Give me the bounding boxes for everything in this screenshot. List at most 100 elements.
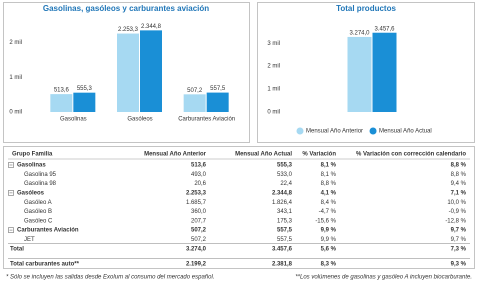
legend-marker bbox=[296, 127, 304, 135]
table-cell: 22,4 bbox=[280, 181, 292, 187]
table-cell: 8,8 % bbox=[321, 181, 337, 187]
table-cell: 8,1 % bbox=[321, 172, 337, 178]
table-cell: 8,8 % bbox=[451, 163, 467, 169]
table-cell: 20,6 bbox=[194, 181, 206, 187]
panel bbox=[3, 146, 475, 269]
bar bbox=[50, 94, 73, 112]
table-header: Mensual Año Actual bbox=[235, 152, 292, 158]
table-header: % Variación con corrección calendario bbox=[356, 152, 466, 158]
y-tick-label: 1 mil bbox=[9, 75, 22, 81]
legend-label: Mensual Año Actual bbox=[379, 129, 432, 135]
y-tick-label: 1 mil bbox=[267, 87, 280, 93]
table-cell: Gasolina 98 bbox=[24, 181, 57, 187]
table-cell: Gasolinas bbox=[17, 163, 46, 169]
y-tick-label: 3 mil bbox=[267, 41, 280, 47]
table-cell: 557,5 bbox=[277, 237, 293, 243]
table-cell: JET bbox=[24, 237, 35, 243]
table-header: Mensual Año Anterior bbox=[144, 152, 207, 158]
table-cell: 8,4 % bbox=[321, 200, 337, 206]
table-cell: 1.826,4 bbox=[272, 200, 293, 206]
table-cell: 2.381,8 bbox=[272, 261, 293, 267]
table-header: % Variación bbox=[302, 152, 336, 158]
bar bbox=[372, 32, 397, 112]
table-cell: -15,6 % bbox=[315, 218, 336, 224]
expand-icon bbox=[8, 227, 14, 233]
table-cell: 4,1 % bbox=[321, 190, 337, 196]
table-cell: 9,4 % bbox=[451, 181, 467, 187]
table-cell: 3.274,0 bbox=[186, 246, 207, 252]
table-cell: 513,6 bbox=[191, 163, 207, 169]
table-cell: 8,3 % bbox=[321, 261, 337, 267]
table-cell: 2.199,2 bbox=[186, 261, 207, 267]
chart-title: Gasolinas, gasóleos y carburantes aviaci… bbox=[43, 4, 209, 13]
table-cell: Carburantes Aviación bbox=[17, 228, 79, 234]
y-tick-label: 0 mil bbox=[9, 110, 22, 116]
bar bbox=[347, 36, 372, 112]
y-tick-label: 0 mil bbox=[267, 110, 280, 116]
value-label: 555,3 bbox=[77, 86, 93, 92]
table-cell: -0,9 % bbox=[449, 209, 467, 215]
footnote: * Sólo se incluyen las salidas desde Exo… bbox=[6, 275, 214, 281]
value-label: 2.344,8 bbox=[141, 24, 162, 30]
value-label: 2.253,3 bbox=[118, 27, 139, 33]
expand-icon bbox=[8, 190, 14, 196]
value-label: 3.274,0 bbox=[349, 31, 370, 37]
table-cell: 555,3 bbox=[277, 163, 293, 169]
table-cell: 493,0 bbox=[191, 172, 207, 178]
table-cell: 9,3 % bbox=[451, 261, 467, 267]
table-header: Grupo Familia bbox=[12, 152, 53, 158]
footnote: **Los volúmenes de gasolinas y gasóleo A… bbox=[295, 275, 472, 281]
value-label: 507,2 bbox=[187, 88, 203, 94]
legend-marker bbox=[369, 127, 377, 135]
table-cell: Gasóleo B bbox=[24, 209, 52, 215]
table-cell: 9,9 % bbox=[321, 237, 337, 243]
table-cell: 2.253,3 bbox=[186, 190, 207, 196]
table-cell: 9,9 % bbox=[321, 228, 337, 234]
table-cell: 1.685,7 bbox=[186, 200, 207, 206]
table-cell: 8,8 % bbox=[451, 172, 467, 178]
table-cell: 207,7 bbox=[191, 218, 207, 224]
table-cell: Gasóleo A bbox=[24, 200, 52, 206]
bar bbox=[140, 30, 162, 112]
expand-icon bbox=[8, 162, 14, 168]
table-cell: Total bbox=[10, 246, 24, 252]
table-cell: 7,3 % bbox=[451, 246, 467, 252]
table-cell: 7,1 % bbox=[451, 190, 467, 196]
table-cell: 8,1 % bbox=[321, 163, 337, 169]
table-cell: Gasolina 95 bbox=[24, 172, 57, 178]
table-cell: 5,6 % bbox=[321, 246, 337, 252]
x-tick-label: Gasóleos bbox=[127, 117, 152, 123]
table-cell: 557,5 bbox=[277, 228, 293, 234]
table-cell: 533,0 bbox=[277, 172, 293, 178]
chart-title: Total productos bbox=[336, 4, 396, 13]
table-cell: 2.344,8 bbox=[272, 190, 293, 196]
table-cell: Gasóleos bbox=[17, 190, 45, 196]
value-label: 557,5 bbox=[210, 86, 226, 92]
table-cell: Total carburantes auto** bbox=[10, 261, 80, 267]
x-tick-label: Carburantes Aviación bbox=[178, 117, 235, 123]
table-cell: -12,8 % bbox=[445, 218, 466, 224]
bar bbox=[206, 92, 229, 112]
table-cell: 175,3 bbox=[277, 218, 293, 224]
bar bbox=[73, 92, 96, 112]
table-cell: -4,7 % bbox=[319, 209, 337, 215]
y-tick-label: 2 mil bbox=[9, 40, 22, 46]
table-cell: 507,2 bbox=[191, 237, 207, 243]
table-cell: 10,0 % bbox=[447, 200, 466, 206]
table-cell: Gasóleo C bbox=[24, 218, 53, 224]
table-cell: 360,0 bbox=[191, 209, 207, 215]
table-cell: 507,2 bbox=[191, 228, 207, 234]
table-cell: 9,7 % bbox=[451, 228, 467, 234]
x-tick-label: Gasolinas bbox=[60, 117, 87, 123]
bar bbox=[183, 94, 206, 112]
legend-label: Mensual Año Anterior bbox=[306, 129, 363, 135]
value-label: 513,6 bbox=[54, 88, 70, 94]
bar bbox=[117, 33, 139, 113]
y-tick-label: 2 mil bbox=[267, 64, 280, 70]
table-cell: 343,1 bbox=[277, 209, 293, 215]
value-label: 3.457,6 bbox=[374, 26, 395, 32]
table-cell: 3.457,6 bbox=[272, 246, 293, 252]
table-cell: 9,7 % bbox=[451, 237, 467, 243]
